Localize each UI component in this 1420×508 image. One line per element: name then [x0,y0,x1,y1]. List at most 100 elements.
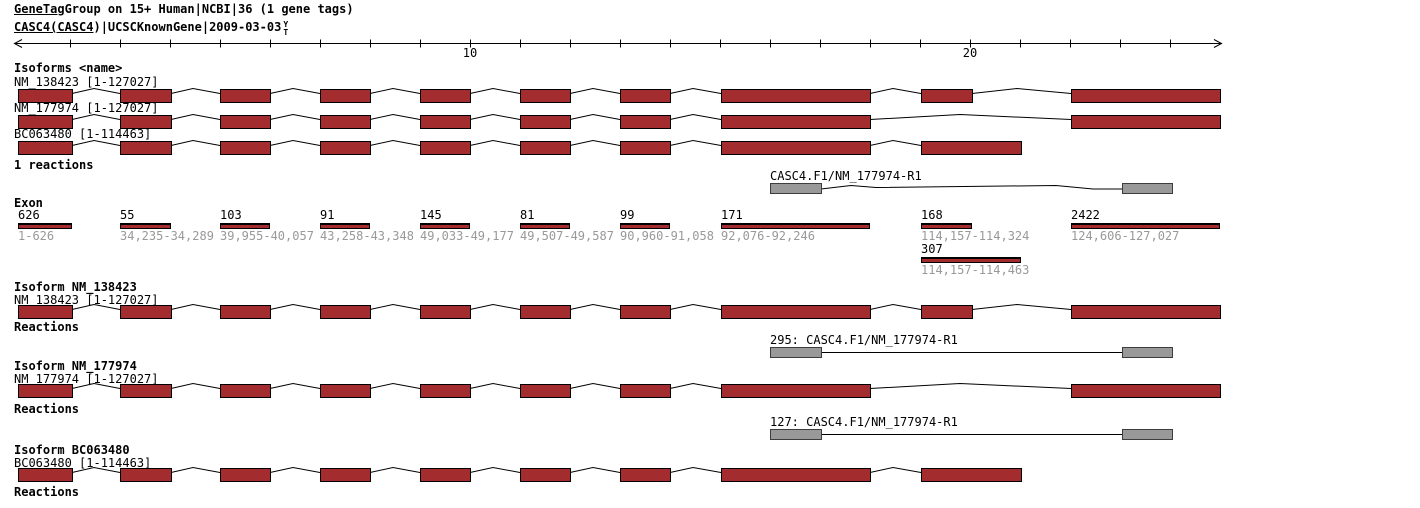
exon-box[interactable] [620,141,671,155]
exon-box[interactable] [420,115,471,129]
exon-box[interactable] [721,305,871,319]
exon-bar[interactable] [320,224,370,229]
exon-box[interactable] [1071,305,1221,319]
reaction-box[interactable] [770,183,822,194]
exon-box[interactable] [520,141,571,155]
exon-box[interactable] [721,141,871,155]
exon-box[interactable] [320,141,371,155]
exon-bar[interactable] [721,224,870,229]
intron-line [369,87,421,94]
reaction-box[interactable] [1122,183,1173,194]
exon-bar[interactable] [520,224,570,229]
exon-box[interactable] [721,468,871,482]
reaction-line [820,184,1122,190]
exon-box[interactable] [520,115,571,129]
exon-box[interactable] [220,89,271,103]
exon-box[interactable] [1071,384,1221,398]
exon-box[interactable] [120,305,172,319]
exon-box[interactable] [320,115,371,129]
exon-box[interactable] [18,141,73,155]
reaction-box[interactable] [770,429,822,440]
exon-box[interactable] [620,305,671,319]
exon-box[interactable] [1071,89,1221,103]
exon-box[interactable] [520,384,571,398]
exon-box[interactable] [921,89,973,103]
exon-bar[interactable] [220,224,270,229]
exon-box[interactable] [520,89,571,103]
intron-line [569,466,621,473]
exon-box[interactable] [220,115,271,129]
reaction-box[interactable] [770,347,822,358]
exon-coordinates: 43,258-43,348 [320,229,414,243]
genetag-group-link[interactable]: GeneTag [14,2,65,16]
exon-box[interactable] [721,89,871,103]
exon-box[interactable] [620,89,671,103]
exon-box[interactable] [120,141,172,155]
exon-box[interactable] [18,384,73,398]
intron-line [569,87,621,94]
exon-box[interactable] [520,468,571,482]
intron-line [569,303,621,310]
exon-bar[interactable] [420,224,470,229]
exon-box[interactable] [721,115,871,129]
exon-box[interactable] [18,89,73,103]
intron-line [71,139,121,146]
exon-box[interactable] [620,115,671,129]
exon-box[interactable] [220,141,271,155]
exon-box[interactable] [18,115,73,129]
reaction-label[interactable]: CASC4.F1/NM_177974-R1 [770,169,922,183]
exon-bar[interactable] [921,224,972,229]
exon-box[interactable] [320,468,371,482]
exon-box[interactable] [120,115,172,129]
exon-box[interactable] [1071,115,1221,129]
intron-line [971,303,1072,310]
exon-box[interactable] [721,384,871,398]
intron-line [369,466,421,473]
exon-box[interactable] [620,468,671,482]
exon-box[interactable] [320,305,371,319]
exon-box[interactable] [120,89,172,103]
exon-box[interactable] [120,384,172,398]
exon-bar[interactable] [18,224,72,229]
exon-box[interactable] [18,468,73,482]
exon-box[interactable] [220,384,271,398]
exon-box[interactable] [520,305,571,319]
gene-link[interactable]: CASC4(CASC4 [14,20,94,34]
exon-box[interactable] [320,89,371,103]
intron-line [669,87,722,94]
reactions-header: Reactions [14,485,80,499]
intron-line [669,303,722,310]
exon-box[interactable] [420,89,471,103]
exon-length: 168 [921,209,972,224]
exon-box[interactable] [420,141,471,155]
reaction-label[interactable]: 295: CASC4.F1/NM_177974-R1 [770,333,958,347]
exon-box[interactable] [921,305,973,319]
exon-box[interactable] [220,468,271,482]
exon-box[interactable] [220,305,271,319]
reaction-box[interactable] [1122,429,1173,440]
exon-bar[interactable] [120,224,171,229]
exon-box[interactable] [921,141,1022,155]
exon-length: 2422 [1071,209,1220,224]
isoform-track-section-1 [18,382,1221,398]
exon-box[interactable] [120,468,172,482]
isoform-track-overview-2 [18,139,1022,155]
exon-bar[interactable] [921,258,1021,263]
reaction-box[interactable] [1122,347,1173,358]
exon-box[interactable] [420,305,471,319]
exon-box[interactable] [921,468,1022,482]
exon-box[interactable] [18,305,73,319]
exon-box[interactable] [420,468,471,482]
exon-box[interactable] [320,384,371,398]
exon-bar[interactable] [620,224,670,229]
exon-bar[interactable] [1071,224,1220,229]
exon-coordinates: 124,606-127,027 [1071,229,1180,243]
exon-box[interactable] [620,384,671,398]
exon-coordinates: 1-626 [18,229,55,243]
exon-box[interactable] [420,384,471,398]
reaction-label[interactable]: 127: CASC4.F1/NM_177974-R1 [770,415,958,429]
exon-section-header: Exon [14,196,43,210]
intron-line [869,466,922,473]
